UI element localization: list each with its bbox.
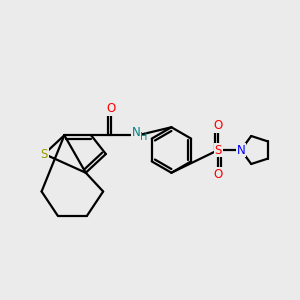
Text: H: H [140,132,148,142]
Text: N: N [237,143,245,157]
Text: N: N [132,126,141,139]
Text: S: S [214,143,222,157]
Text: O: O [214,168,223,181]
Text: N: N [237,143,245,157]
Text: S: S [40,148,48,160]
Text: O: O [214,119,223,132]
Text: O: O [106,102,116,115]
